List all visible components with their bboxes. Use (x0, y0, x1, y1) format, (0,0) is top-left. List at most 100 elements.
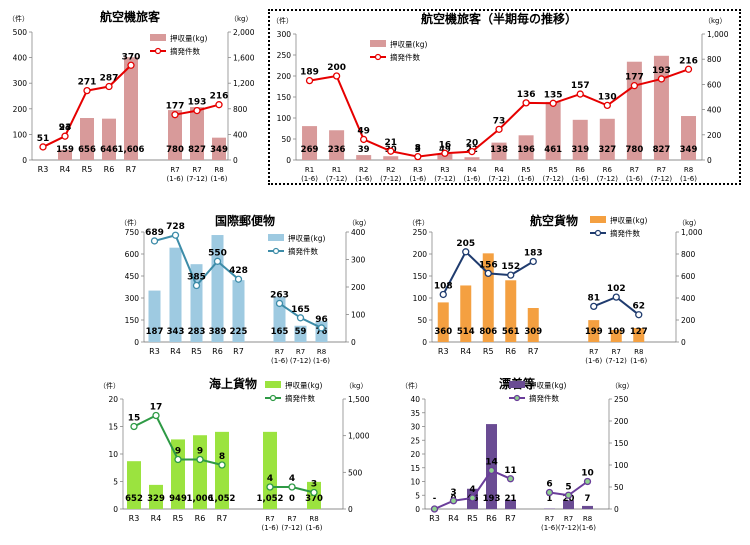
left-unit-label: （件） (272, 16, 293, 25)
left-tick-label: 10 (108, 450, 118, 459)
right-tick-label: 0 (614, 505, 619, 514)
category-label: (7-12) (542, 175, 564, 183)
line-value-label: 177 (625, 73, 644, 83)
bar-mark (563, 500, 574, 509)
line-point (495, 125, 503, 133)
right-tick-label: 150 (614, 439, 629, 448)
category-label: R8 (317, 348, 326, 356)
line-value-label: 370 (122, 52, 141, 62)
left-tick-label: 500 (13, 28, 28, 37)
bar-mark (588, 320, 600, 342)
bar-value-label: 780 (166, 145, 184, 155)
line-point (583, 477, 592, 486)
chart-airline-passengers-halfyear: 航空機旅客（半期毎の推移） （件） （kg） 0 50 100 150 200 250 300 0 2… (270, 10, 742, 185)
legend-bar-swatch (150, 34, 166, 41)
bar-mark (193, 435, 207, 509)
category-label: R4 (60, 165, 71, 174)
bar-value-label: 59 (295, 327, 307, 337)
line-point (83, 86, 91, 95)
line-point (549, 99, 557, 107)
line-value-label: 385 (187, 273, 206, 283)
legend-bar-label: 押収量(kg) (529, 380, 567, 390)
bar-value-label: 1 (547, 494, 553, 504)
line-point (332, 72, 341, 80)
bar-mark (302, 126, 318, 160)
category-label: R7 (287, 515, 296, 523)
legend-bar-swatch (265, 381, 281, 388)
line-point (61, 132, 69, 140)
line-point (468, 147, 476, 156)
right-tick-label: 0 (351, 338, 356, 347)
bar-mark (491, 142, 507, 160)
line-value-label: 16 (439, 140, 452, 150)
bar-value-label: 1,006 (187, 494, 214, 504)
bar-value-label: 0 (289, 494, 295, 504)
category-label: R3 (429, 514, 440, 523)
category-label: R8 (684, 166, 693, 174)
chart-title: 国際郵便物 (215, 213, 275, 228)
bar-value-label: 193 (483, 494, 501, 504)
line-point (612, 293, 620, 301)
category-label: R4 (170, 347, 181, 356)
category-label: (7-12) (558, 524, 580, 532)
left-tick-label: 300 (277, 30, 292, 39)
line-value-label: 108 (434, 281, 453, 291)
legend-bar-label: 押収量(kg) (610, 215, 648, 225)
category-label: R6 (486, 514, 497, 523)
line-value-label: 271 (78, 78, 97, 88)
bar-mark (460, 285, 472, 342)
line-point (576, 90, 584, 98)
bar-value-label: 199 (585, 327, 603, 337)
line-point (414, 152, 422, 161)
category-label: (1-6) (211, 175, 228, 183)
bar-mark (486, 424, 497, 509)
bar-value-label: 652 (125, 494, 143, 504)
bar-value-label: 76 (316, 327, 328, 337)
category-label: R4 (151, 514, 162, 523)
category-label: R7 (126, 165, 137, 174)
line-value-label: 263 (270, 290, 289, 300)
line-value-label: 136 (517, 90, 536, 100)
bar-value-label: 827 (188, 145, 206, 155)
legend-line-marker (272, 247, 280, 255)
line-value-label: 550 (208, 248, 227, 258)
category-label: R8 (583, 515, 592, 523)
category-label: R7 (564, 515, 573, 523)
category-label: R5 (82, 165, 93, 174)
line-point (468, 494, 477, 502)
line-point (484, 269, 492, 278)
line-point (657, 75, 666, 83)
line-value-label: 216 (679, 56, 698, 66)
right-tick-label: 600 (707, 80, 722, 89)
right-tick-label: 300 (351, 256, 366, 265)
legend-line-marker (269, 394, 277, 402)
left-tick-label: 15 (108, 423, 118, 432)
bar-mark (527, 308, 539, 342)
category-label: (1-6) (301, 175, 318, 183)
right-tick-label: 400 (707, 106, 722, 115)
bar-mark (505, 280, 517, 342)
category-label: R4 (494, 166, 504, 174)
chart-sea-cargo: 海上貨物 （件） （kg） 0 5 10 15 20 0 500 1,000 1,500 R3 R4 R5 R… (85, 375, 385, 540)
line-value-label: 3 (311, 480, 317, 490)
line-value-label: 193 (188, 98, 207, 108)
legend-line-label: 摘発件数 (288, 246, 318, 256)
line-value-label: 62 (632, 302, 645, 312)
line-value-label: 8 (219, 452, 225, 462)
left-tick-label: 0 (286, 156, 291, 165)
right-tick-label: 100 (614, 461, 629, 470)
bar-value-label: 329 (147, 494, 165, 504)
line-value-label: 11 (504, 466, 517, 476)
category-label: (1-6) (355, 175, 372, 183)
bar-mark (149, 484, 163, 509)
category-label: (1-6) (630, 357, 647, 365)
category-label: (1-6) (572, 175, 589, 183)
left-tick-label: 100 (413, 294, 428, 303)
right-tick-label: 500 (348, 468, 363, 477)
category-label: R7 (275, 348, 284, 356)
line-value-label: 49 (357, 126, 370, 136)
category-label: (7-12) (281, 524, 303, 532)
bar-value-label: 269 (301, 145, 319, 155)
line-point (487, 466, 496, 475)
right-tick-label: 800 (233, 105, 248, 114)
